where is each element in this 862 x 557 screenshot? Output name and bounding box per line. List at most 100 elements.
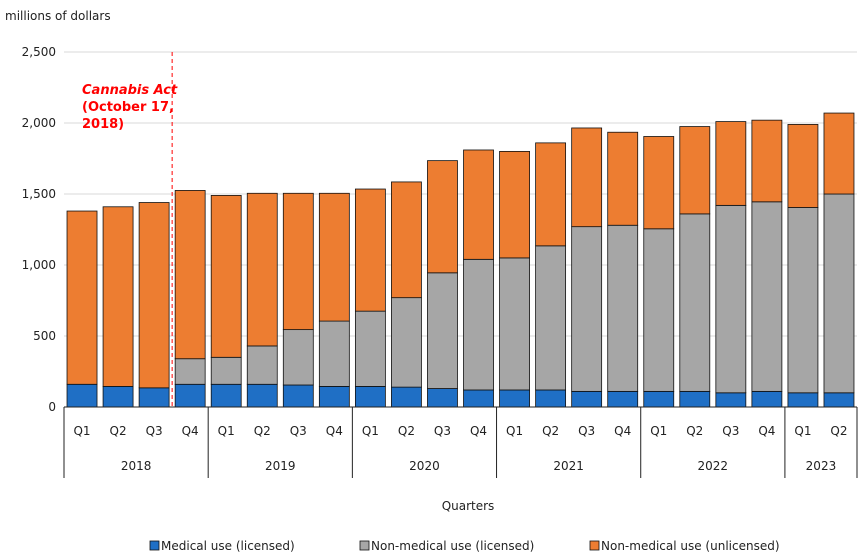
bar-segment-1 xyxy=(571,390,603,408)
bar-segment-2 xyxy=(463,258,494,391)
bar-segment-1 xyxy=(535,389,567,408)
bar-segment-3 xyxy=(607,131,639,226)
x-axis: Q1 Q2 Q3 Q4 Q1 Q2 Q3 Q4 Q1 Q2 Q3 Q4 Q1 Q2 Q3 Q4 Q1 Q2 Q3 Q4… xyxy=(63,406,858,478)
annotation-text: Cannabis Act xyxy=(82,83,178,98)
bar-segment-2 xyxy=(643,228,675,392)
bar-segment-1 xyxy=(643,390,675,408)
bar-segment-3 xyxy=(751,119,783,203)
legend-label: Non-medical use (unlicensed) xyxy=(601,539,780,553)
bar-segment-1 xyxy=(102,386,134,408)
bar-segment-3 xyxy=(427,160,458,274)
bar-segment-1 xyxy=(679,390,711,408)
x-tick-label: Q1 xyxy=(506,424,523,438)
y-tick-label: 1,500 xyxy=(22,187,56,201)
legend-swatch xyxy=(359,540,370,551)
bars xyxy=(66,112,855,408)
bar-segment-1 xyxy=(66,383,98,408)
bar-segment-2 xyxy=(787,207,819,394)
year-label: 2023 xyxy=(806,459,837,473)
y-tick-label: 2,000 xyxy=(22,116,56,130)
bar-segment-1 xyxy=(499,389,530,408)
x-axis-title: Quarters xyxy=(442,499,495,513)
bar-segment-3 xyxy=(174,190,206,360)
y-tick-label: 0 xyxy=(48,400,56,414)
y-tick-label: 2,500 xyxy=(22,45,56,59)
legend-swatch xyxy=(149,540,160,551)
x-tick-label: Q2 xyxy=(254,424,271,438)
unit-label: millions of dollars xyxy=(5,9,111,23)
bar-segment-2 xyxy=(499,257,530,391)
bar-segment-3 xyxy=(391,181,422,299)
legend-label: Non-medical use (licensed) xyxy=(371,539,534,553)
x-tick-label: Q2 xyxy=(830,424,847,438)
bar-segment-3 xyxy=(463,149,494,260)
x-tick-label: Q3 xyxy=(722,424,739,438)
bar-segment-1 xyxy=(751,390,783,408)
legend: Medical use (licensed) Non-medical use (l… xyxy=(149,539,780,553)
bar-segment-3 xyxy=(282,192,314,331)
bar-segment-2 xyxy=(391,297,422,388)
legend-label: Medical use (licensed) xyxy=(161,539,295,553)
x-tick-label: Q4 xyxy=(182,424,199,438)
bar-segment-1 xyxy=(318,386,350,408)
bar-segment-3 xyxy=(102,206,134,387)
bar-segment-3 xyxy=(354,188,386,312)
x-tick-label: Q4 xyxy=(326,424,343,438)
bar-segment-3 xyxy=(571,127,603,228)
x-tick-label: Q2 xyxy=(398,424,415,438)
year-label: 2018 xyxy=(121,459,152,473)
bar-segment-2 xyxy=(823,193,855,394)
year-label: 2022 xyxy=(698,459,729,473)
x-tick-label: Q3 xyxy=(578,424,595,438)
bar-segment-2 xyxy=(246,345,278,385)
x-tick-label: Q2 xyxy=(110,424,127,438)
x-tick-label: Q1 xyxy=(650,424,667,438)
bar-segment-2 xyxy=(282,329,314,386)
x-tick-label: Q4 xyxy=(470,424,487,438)
x-tick-label: Q1 xyxy=(362,424,379,438)
year-label: 2021 xyxy=(553,459,584,473)
x-tick-label: Q1 xyxy=(218,424,235,438)
bar-segment-1 xyxy=(787,392,819,408)
bar-segment-3 xyxy=(499,150,530,259)
bar-segment-3 xyxy=(643,136,675,230)
bar-segment-3 xyxy=(715,121,747,206)
bar-segment-2 xyxy=(571,226,603,392)
bar-segment-2 xyxy=(318,320,350,387)
bar-segment-2 xyxy=(607,224,639,392)
bar-segment-3 xyxy=(210,195,242,358)
bar-segment-3 xyxy=(138,202,170,389)
bar-segment-1 xyxy=(210,383,242,408)
bar-segment-2 xyxy=(535,245,567,391)
bar-segment-1 xyxy=(823,392,855,408)
cannabis-act-annotation: Cannabis Act (October 17, 2018) xyxy=(82,52,178,407)
year-label: 2020 xyxy=(409,459,440,473)
bar-segment-1 xyxy=(607,390,639,408)
bar-segment-3 xyxy=(679,126,711,215)
y-axis: 0 500 1,000 1,500 2,000 2,500 xyxy=(22,45,56,414)
x-tick-label: Q3 xyxy=(290,424,307,438)
bar-segment-1 xyxy=(282,384,314,408)
bar-segment-1 xyxy=(463,389,494,408)
x-tick-label: Q4 xyxy=(614,424,631,438)
bar-segment-2 xyxy=(427,272,458,389)
bar-segment-3 xyxy=(787,124,819,208)
annotation-text: (October 17, xyxy=(82,100,174,115)
bar-segment-3 xyxy=(246,192,278,347)
year-label: 2019 xyxy=(265,459,296,473)
bar-segment-2 xyxy=(354,310,386,387)
bar-segment-1 xyxy=(715,392,747,408)
bar-segment-2 xyxy=(210,356,242,385)
bar-segment-3 xyxy=(66,210,98,385)
x-tick-label: Q4 xyxy=(758,424,775,438)
y-tick-label: 1,000 xyxy=(22,258,56,272)
bar-segment-3 xyxy=(318,192,350,322)
bar-segment-1 xyxy=(427,388,458,408)
bar-segment-1 xyxy=(138,387,170,408)
bar-segment-3 xyxy=(535,142,567,247)
bar-segment-3 xyxy=(823,112,855,195)
x-tick-label: Q1 xyxy=(73,424,90,438)
x-tick-label: Q2 xyxy=(686,424,703,438)
bar-segment-1 xyxy=(174,383,206,408)
